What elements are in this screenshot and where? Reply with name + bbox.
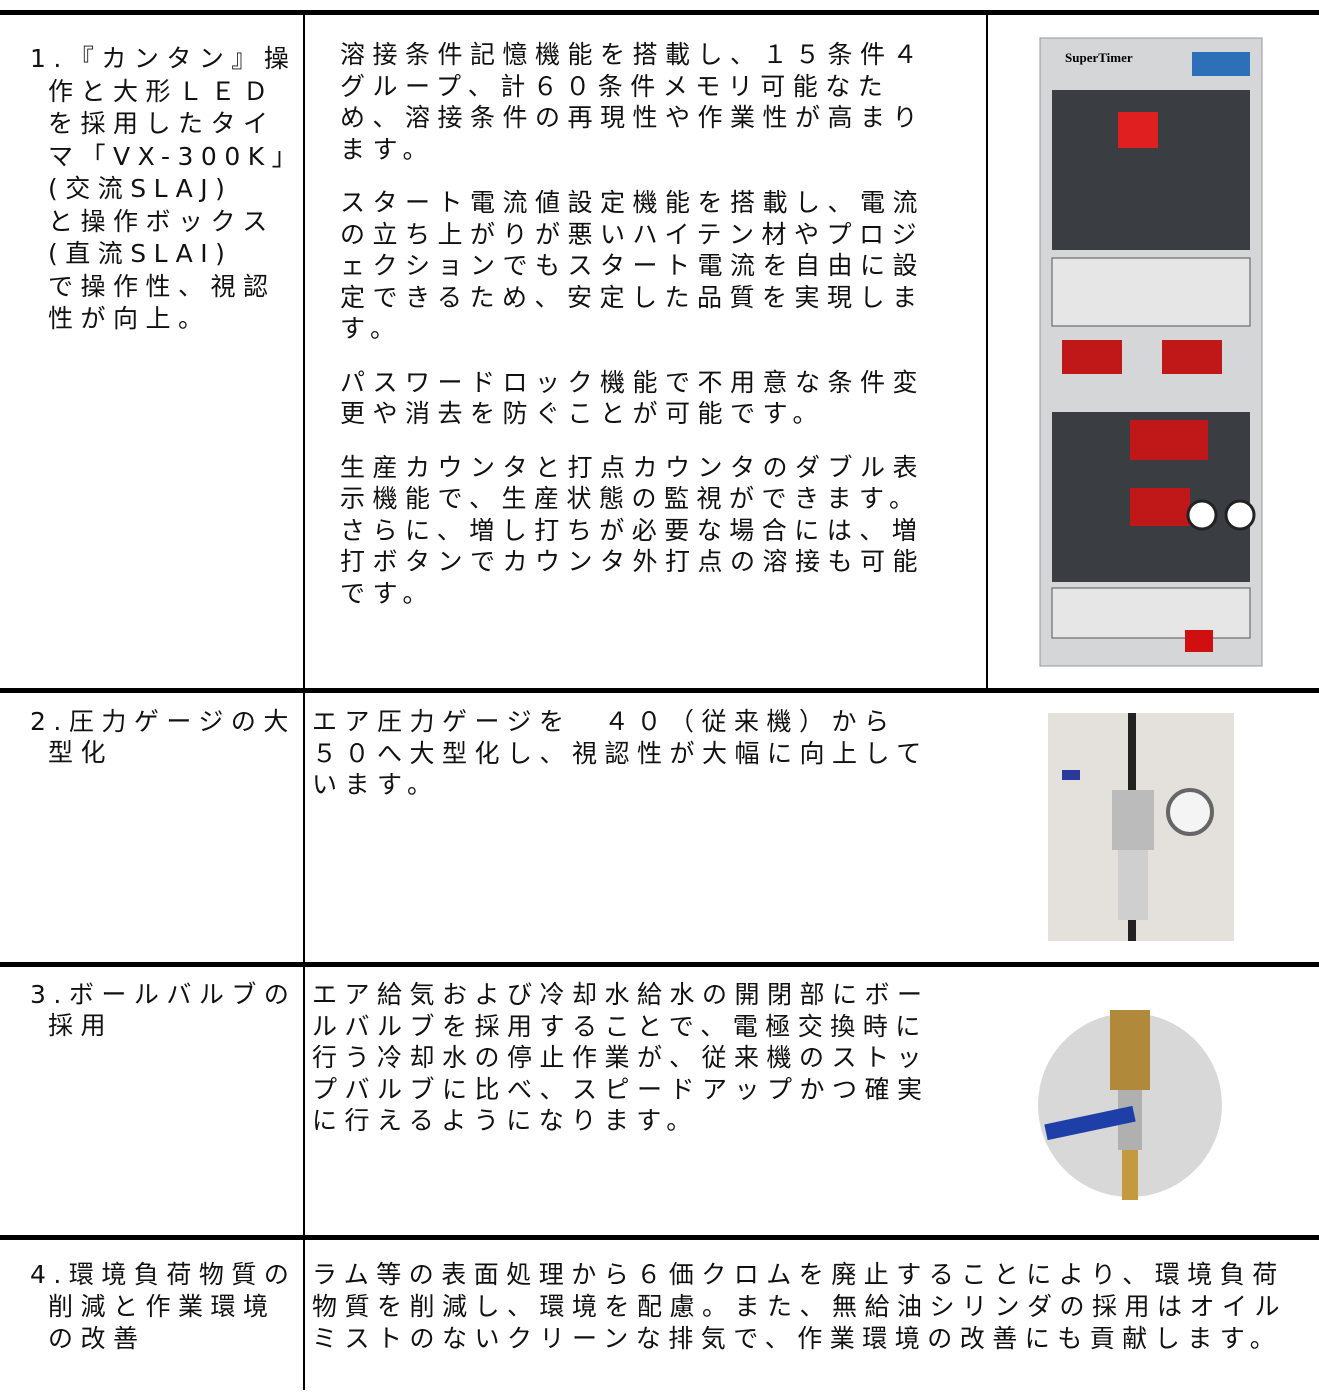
description-line: ５０へ大型化し、視認性が大幅に向上して: [312, 738, 929, 768]
description-line: ます。: [340, 134, 436, 164]
description-line: す。: [340, 314, 403, 343]
description-line: エア給気および冷却水給水の開閉部にボー: [312, 980, 930, 1009]
ball-valve-image: [1038, 1010, 1222, 1200]
row-label: 採用: [48, 1011, 114, 1040]
row-label: と操作ボックス: [48, 206, 275, 236]
row-label: (交流SLAJ): [48, 174, 233, 203]
row-label: 2.圧力ゲージの大: [30, 707, 296, 736]
description-line: です。: [340, 578, 436, 608]
description-line: さらに、増し打ちが必要な場合には、増: [340, 515, 925, 545]
description-line: プバルブに比べ、スピードアップかつ確実: [312, 1074, 930, 1104]
description-line: スタート電流値設定機能を搭載し、電流: [340, 188, 926, 217]
description-line: グループ、計６０条件メモリ可能なた: [340, 71, 891, 101]
row-label: 性が向上。: [48, 304, 211, 333]
description-line: 打ボタンでカウンタ外打点の溶接も可能: [340, 547, 926, 576]
row-label: マ「VX-300K」: [48, 141, 305, 171]
description-line: 定できるため、安定した品質を実現しま: [340, 282, 925, 312]
row-label: (直流SLAI): [48, 239, 233, 268]
row-label: 3.ボールバルブの: [30, 980, 297, 1009]
column-line: [303, 12, 305, 1390]
row-label: 削減と作業環境: [48, 1292, 276, 1321]
svg-text:SuperTimer: SuperTimer: [1065, 50, 1133, 65]
description-line: ミストのないクリーンな排気で、作業環境の改善にも貢献します。: [312, 1324, 1283, 1353]
column-line: [986, 12, 988, 690]
description-line: 溶接条件記憶機能を搭載し、１５条件４: [340, 40, 926, 69]
description-line: の立ち上がりが悪いハイテン材やプロジ: [340, 219, 925, 249]
row-label: を採用したタイ: [48, 109, 276, 138]
row-label: の改善: [48, 1324, 146, 1353]
description-line: ラム等の表面処理から６価クロムを廃止することにより、環境負荷: [312, 1260, 1285, 1289]
rule: [0, 962, 1319, 967]
description-line: 行う冷却水の停止作業が、従来機のストッ: [312, 1043, 930, 1072]
description-line: 示機能で、生産状態の監視ができます。: [340, 484, 922, 513]
timer-panel-image: SuperTimer: [1039, 37, 1263, 667]
description-line: ェクションでもスタート電流を自由に設: [340, 251, 926, 280]
rule: [0, 10, 1319, 15]
row-label: 1.『カンタン』操: [30, 44, 297, 73]
pressure-gauge-image: [1048, 713, 1234, 941]
row-label: 作と大形ＬＥＤ: [48, 76, 276, 106]
description-line: に行えるようになります。: [312, 1106, 699, 1135]
description-line: 更や消去を防ぐことが可能です。: [340, 399, 826, 428]
row-label: 4.環境負荷物質の: [30, 1260, 297, 1289]
description-line: 物質を削減し、環境を配慮。また、無給油シリンダの採用はオイル: [312, 1292, 1288, 1321]
description-line: います。: [312, 770, 440, 799]
row-label: で操作性、視認: [48, 271, 276, 301]
description-line: エア圧力ゲージを ４０（従来機）から: [312, 707, 897, 736]
description-line: ルバルブを採用することで、電極交換時に: [312, 1011, 928, 1041]
rule: [0, 688, 1319, 693]
description-line: め、溶接条件の再現性や作業性が高まり: [340, 103, 926, 132]
row-label: 型化: [48, 738, 114, 767]
description-line: 生産カウンタと打点カウンタのダブル表: [340, 452, 926, 482]
description-line: パスワードロック機能で不用意な条件変: [340, 367, 926, 397]
rule: [0, 1235, 1319, 1240]
